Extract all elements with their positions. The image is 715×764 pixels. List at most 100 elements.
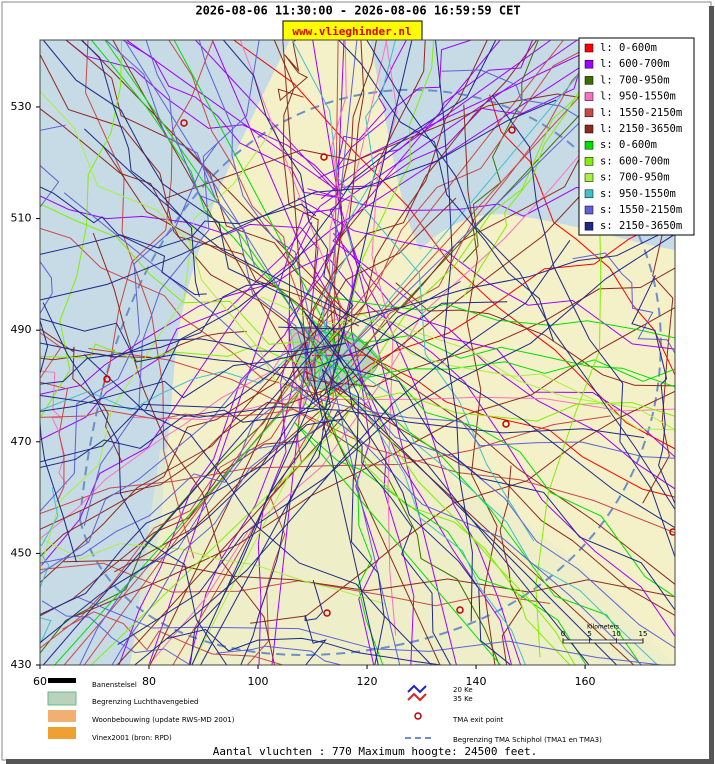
- flight-track: [642, 117, 675, 504]
- flight-track: [117, 233, 675, 646]
- flight-track: [277, 40, 308, 102]
- legend-label: s: 2150-3650m: [600, 220, 682, 232]
- key-label: Woonbebouwing (update RWS-MD 2001): [92, 716, 235, 724]
- flight-track: [40, 54, 635, 665]
- flight-track: [282, 40, 675, 388]
- flight-track: [40, 418, 344, 615]
- flight-track: [329, 40, 578, 665]
- flight-track: [40, 408, 322, 468]
- key-label: Vinex2001 (bron: RPD): [92, 734, 172, 742]
- flight-track: [40, 124, 66, 314]
- flight-track: [40, 286, 69, 502]
- legend-label: l: 950-1550m: [600, 91, 676, 103]
- x-tick-label: 160: [575, 675, 596, 688]
- flight-track: [40, 251, 334, 395]
- flight-track: [79, 341, 311, 665]
- flight-track: [40, 141, 219, 512]
- flight-track: [88, 348, 675, 534]
- flight-track: [167, 628, 442, 665]
- flight-track: [320, 40, 533, 200]
- x-tick-label: 80: [142, 675, 156, 688]
- shadow: [709, 6, 714, 762]
- flight-track: [371, 40, 398, 636]
- scale-label: 5: [587, 630, 591, 638]
- flight-track: [40, 338, 346, 358]
- scale-rect: [562, 639, 644, 644]
- flight-track: [278, 226, 675, 330]
- legend-swatch: [584, 76, 594, 85]
- flight-track: [40, 126, 275, 570]
- key: Banenstelsel Begrenzing Luchthavengebied…: [47, 678, 602, 744]
- flight-track: [40, 40, 123, 419]
- flight-track: [122, 40, 345, 198]
- legend-label: l: 2150-3650m: [600, 123, 682, 135]
- flight-track: [300, 356, 675, 382]
- flight-track: [40, 418, 330, 564]
- flight-track: [395, 282, 675, 387]
- flight-track: [40, 108, 360, 327]
- flight-track: [145, 40, 497, 410]
- legend-label: l: 1550-2150m: [600, 107, 682, 119]
- legend-swatch: [584, 173, 594, 182]
- legend-swatch: [584, 92, 594, 101]
- tracks: [40, 40, 675, 665]
- flight-track: [463, 104, 498, 665]
- flight-track: [318, 40, 612, 179]
- flight-track: [148, 40, 407, 665]
- axes: 60 80 100 120 140 160 430 450 470 490 510 530: [11, 100, 596, 688]
- flight-track: [40, 40, 358, 575]
- flight-track: [462, 40, 539, 263]
- legend-swatch: [584, 43, 594, 53]
- flight-track: [134, 240, 571, 665]
- flight-track: [145, 40, 255, 267]
- flight-track: [631, 275, 675, 504]
- y-tick-label: 510: [11, 212, 32, 225]
- x-tick-label: 100: [248, 675, 269, 688]
- flight-track: [149, 40, 426, 665]
- y-tick-label: 450: [11, 546, 32, 559]
- flight-track: [325, 392, 675, 422]
- flight-track: [40, 40, 413, 411]
- y-tick-label: 430: [11, 658, 32, 671]
- flight-track: [40, 40, 564, 649]
- flight-track: [40, 197, 457, 583]
- legend-box: [578, 37, 695, 236]
- flight-track: [40, 40, 339, 400]
- x-tick-label: 60: [33, 675, 47, 688]
- legend-swatch: [584, 157, 594, 166]
- scale-bar: Kilometers 0 5 10 15: [561, 624, 648, 644]
- key-label: 20 Ke: [453, 686, 473, 694]
- flight-track: [40, 203, 324, 376]
- flight-track: [250, 390, 675, 624]
- flight-track: [80, 40, 200, 297]
- map: [40, 40, 675, 665]
- scale-label: 15: [639, 630, 648, 638]
- flight-track: [327, 296, 675, 339]
- flight-track: [489, 94, 675, 376]
- flight-track: [112, 40, 488, 402]
- flight-track: [191, 329, 385, 665]
- flight-track: [294, 422, 587, 665]
- flight-track: [40, 301, 508, 463]
- flight-track: [40, 40, 552, 441]
- flight-track: [304, 580, 327, 665]
- flight-track: [40, 348, 352, 411]
- flight-track: [491, 94, 675, 558]
- flight-track: [65, 40, 350, 318]
- flight-track: [261, 296, 675, 431]
- legend-label: l: 600-700m: [600, 58, 670, 70]
- flight-track: [40, 186, 207, 296]
- flight-track: [40, 487, 59, 645]
- footer: Aantal vluchten : 770 Maximum hoogte: 24…: [213, 745, 538, 758]
- flight-track: [40, 203, 317, 255]
- flight-track: [40, 91, 326, 665]
- flight-track: [40, 281, 461, 644]
- link[interactable]: www.vlieghinder.nl: [292, 25, 411, 38]
- flight-track: [105, 40, 310, 370]
- scale-label: 10: [612, 630, 621, 638]
- flight-track: [42, 40, 379, 665]
- flight-track: [92, 232, 275, 665]
- flight-track: [257, 221, 313, 665]
- scale-label: 0: [561, 630, 565, 638]
